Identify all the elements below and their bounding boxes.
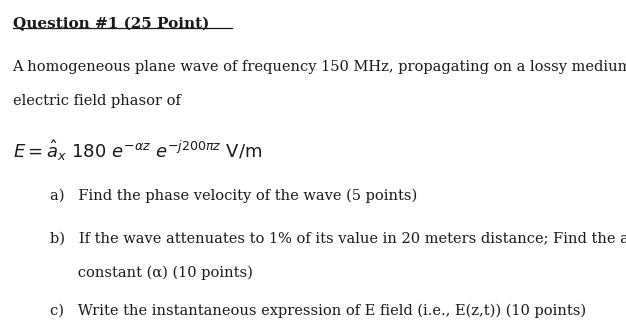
Text: electric field phasor of: electric field phasor of (13, 94, 180, 108)
Text: constant (α) (10 points): constant (α) (10 points) (50, 266, 253, 280)
Text: b)   If the wave attenuates to 1% of its value in 20 meters distance; Find the a: b) If the wave attenuates to 1% of its v… (50, 232, 626, 246)
Text: Question #1 (25 Point): Question #1 (25 Point) (13, 17, 209, 31)
Text: a)   Find the phase velocity of the wave (5 points): a) Find the phase velocity of the wave (… (50, 189, 418, 203)
Text: $E = \hat{a}_x\ 180\ e^{-\alpha z}\ e^{-j200\pi z}\ \mathrm{V/m}$: $E = \hat{a}_x\ 180\ e^{-\alpha z}\ e^{-… (13, 139, 262, 163)
Text: c)   Write the instantaneous expression of E field (i.e., E(z,t)) (10 points): c) Write the instantaneous expression of… (50, 304, 586, 318)
Text: A homogeneous plane wave of frequency 150 MHz, propagating on a lossy medium, ha: A homogeneous plane wave of frequency 15… (13, 60, 626, 74)
